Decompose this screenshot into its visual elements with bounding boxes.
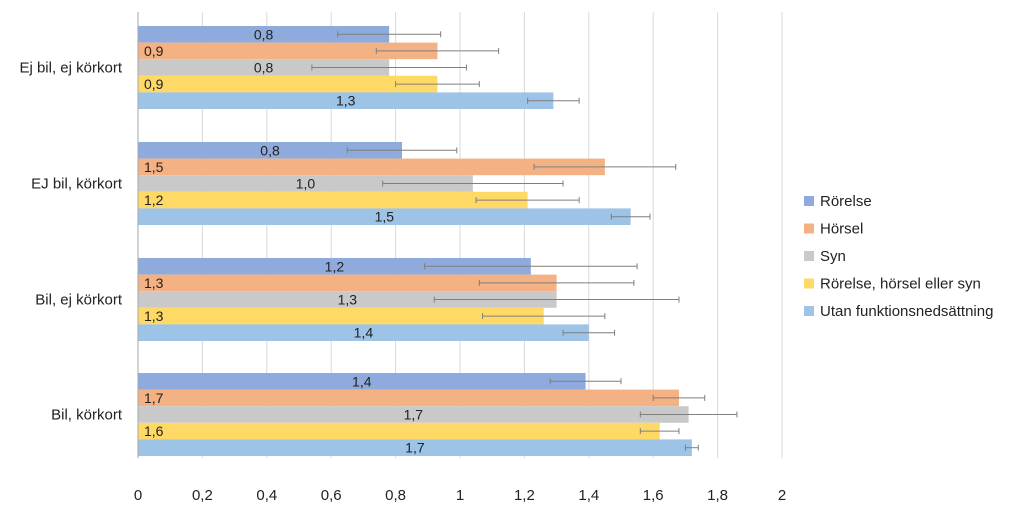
bar	[138, 389, 679, 407]
data-label: 1,4	[354, 325, 374, 341]
legend-label: Utan funktionsnedsättning	[820, 303, 993, 320]
category-label: EJ bil, körkort	[31, 176, 123, 193]
data-label: 1,7	[405, 440, 425, 456]
bars	[138, 26, 692, 456]
error-bar	[610, 213, 651, 220]
legend-swatch	[804, 223, 814, 234]
legend-swatch	[804, 278, 814, 289]
error-bars	[311, 31, 738, 451]
category-label: Bil, körkort	[51, 407, 123, 424]
data-label: 1,3	[338, 292, 358, 308]
bar	[138, 26, 390, 43]
data-label: 1,5	[375, 209, 395, 225]
error-bar	[346, 147, 458, 154]
legend-swatch	[804, 306, 814, 316]
legend-label: Rörelse, hörsel eller syn	[820, 276, 981, 293]
legend-label: Syn	[820, 248, 846, 265]
bar	[138, 42, 438, 60]
error-bar	[527, 97, 580, 104]
error-bar	[382, 180, 564, 187]
x-tick-label: 0,4	[256, 487, 277, 504]
x-tick-label: 1,4	[578, 487, 599, 504]
bar	[138, 422, 660, 440]
bar	[138, 59, 390, 76]
legend-label: Rörelse	[820, 193, 872, 210]
data-label: 1,2	[144, 192, 164, 208]
bar	[138, 406, 689, 423]
data-label: 0,8	[254, 26, 274, 42]
error-bar	[533, 163, 677, 170]
data-label: 0,9	[144, 43, 164, 59]
data-label: 0,8	[254, 60, 274, 76]
category-label: Bil, ej körkort	[35, 292, 123, 309]
error-bar	[549, 378, 622, 385]
data-labels: 0,8 0,9 0,8 0,9 1,3 0,8 1,5 1,0 1,2 1,5 1,2 1,3 1,3 1…	[144, 26, 425, 455]
x-tick-label: 2	[778, 487, 786, 504]
x-tick-label: 1,2	[514, 487, 535, 504]
error-bar	[424, 263, 638, 270]
data-label: 1,6	[144, 423, 164, 439]
error-bar	[639, 428, 680, 435]
bar	[138, 191, 528, 209]
data-label: 1,2	[325, 258, 345, 274]
error-bar	[475, 197, 580, 204]
bar	[138, 291, 557, 308]
data-label: 1,0	[296, 176, 316, 192]
legend-label: Hörsel	[820, 221, 863, 238]
bar	[138, 373, 586, 390]
data-label: 1,3	[144, 308, 164, 324]
bar	[138, 142, 403, 159]
error-bar	[684, 444, 699, 451]
data-label: 1,4	[352, 373, 372, 389]
x-tick-label: 1	[456, 487, 464, 504]
data-label: 1,7	[404, 407, 424, 423]
error-bar	[639, 411, 738, 418]
bar	[138, 158, 605, 176]
bar	[138, 258, 531, 275]
x-tick-label: 1,8	[707, 487, 728, 504]
error-bar	[482, 313, 606, 320]
x-tick-label: 1,6	[643, 487, 664, 504]
x-tick-label: 0,8	[385, 487, 406, 504]
data-label: 0,8	[260, 142, 280, 158]
error-bar	[562, 329, 616, 336]
bar	[138, 92, 554, 109]
legend-swatch	[804, 196, 814, 206]
category-label: Ej bil, ej körkort	[19, 60, 122, 77]
x-tick-label: 0	[134, 487, 142, 504]
bar	[138, 208, 631, 225]
error-bar	[433, 296, 680, 303]
data-label: 1,5	[144, 159, 164, 175]
error-bar	[478, 279, 635, 286]
bar	[138, 439, 692, 456]
legend: Rörelse Hörsel Syn Rörelse, hörsel eller sy…	[804, 193, 993, 320]
error-bar	[395, 81, 480, 88]
x-tick-label: 0,6	[321, 487, 342, 504]
bar	[138, 175, 473, 192]
data-label: 1,3	[144, 275, 164, 291]
bar	[138, 307, 544, 325]
error-bar	[375, 47, 500, 54]
legend-swatch	[804, 251, 814, 261]
data-label: 0,9	[144, 76, 164, 92]
bar	[138, 274, 557, 292]
error-bar	[311, 64, 467, 71]
error-bar	[337, 31, 442, 38]
x-tick-label: 0,2	[192, 487, 213, 504]
bar	[138, 75, 438, 93]
data-label: 1,3	[336, 93, 356, 109]
axes: 0 0,2 0,4 0,6 0,8 1 1,2 1,4 1,6 1,8 2 Ej bil, ej kö…	[19, 12, 786, 504]
error-bar	[652, 394, 706, 401]
bar	[138, 324, 589, 341]
data-label: 1,7	[144, 390, 164, 406]
